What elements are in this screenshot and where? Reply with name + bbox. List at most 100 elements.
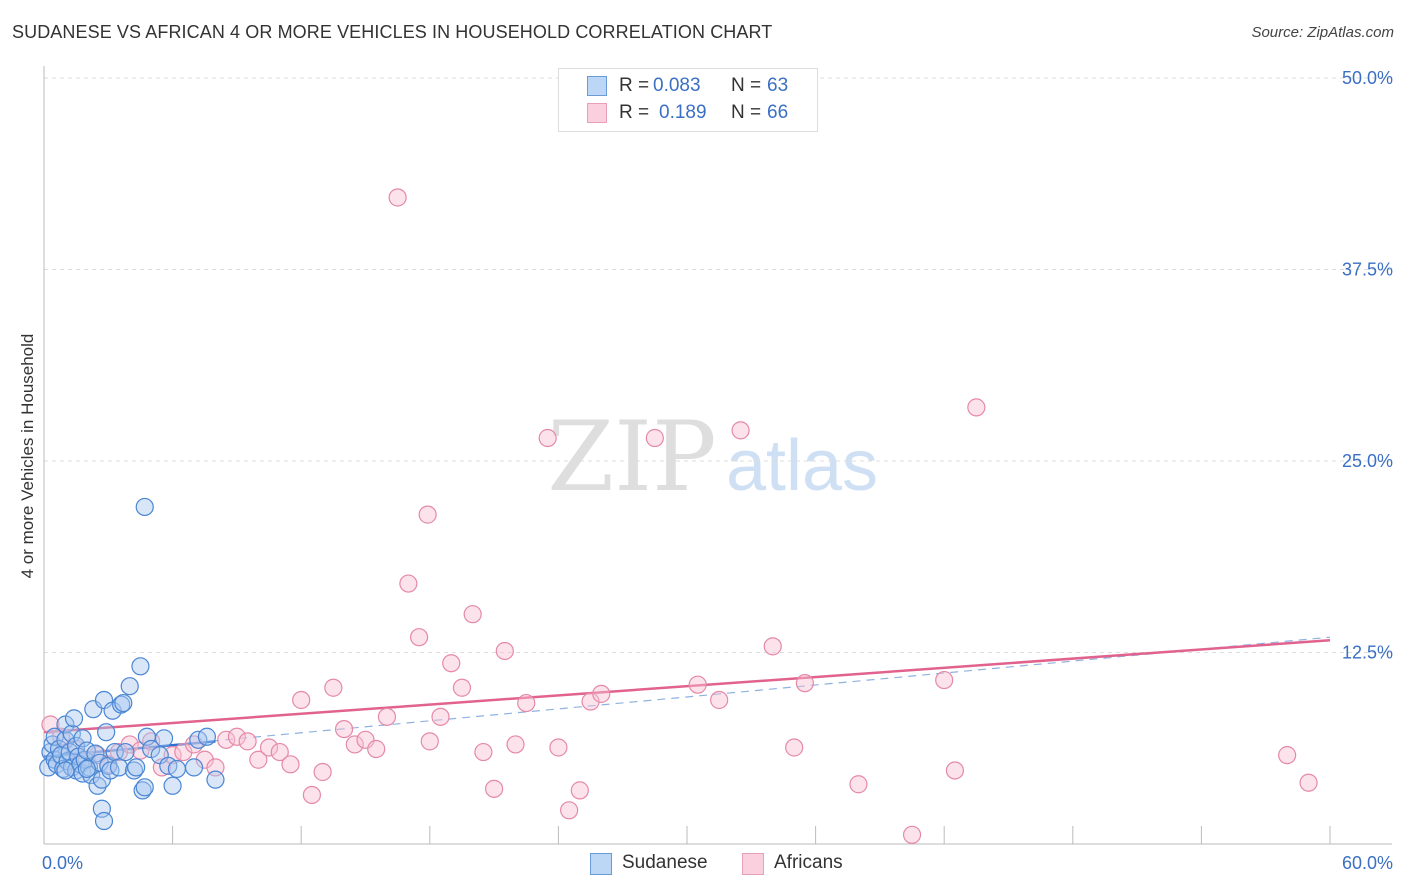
africans-point [495,641,514,661]
x-tick-label: 60.0% [1342,853,1393,873]
africans-point [418,505,437,524]
y-tick-label: 12.5% [1342,643,1393,663]
africans-point [163,746,182,765]
africans-point [1278,746,1297,765]
africans-point [902,825,922,844]
y-tick-label: 25.0% [1342,451,1393,471]
africans-point [549,738,568,757]
africans-point [431,707,450,726]
sudanese-point [206,770,225,789]
africans-point [420,732,439,751]
africans-point [292,690,311,710]
africans-point [945,761,965,780]
africans-point [388,188,407,207]
sudanese-point [197,727,216,746]
africans-point [442,654,461,673]
bottom-legend-label-sudanese: Sudanese [622,852,708,873]
africans-point [485,779,504,798]
africans-trend-line [43,638,1331,734]
africans-point [313,762,332,782]
africans-point [249,750,268,769]
africans-point [238,732,257,751]
africans-point [281,755,300,774]
sudanese-point [114,693,133,713]
africans-point [645,428,664,448]
africans-point [324,678,343,697]
africans-point [967,398,986,417]
legend-r-value-africans: 0.189 [659,102,707,123]
africans-point [538,428,557,448]
source-label: Source: ZipAtlas.com [1251,24,1394,41]
chart-title: SUDANESE VS AFRICAN 4 OR MORE VEHICLES I… [12,22,773,42]
axes [43,66,1392,845]
sudanese-point [97,723,116,742]
africans-point [474,742,493,762]
sudanese-point [184,758,204,777]
sudanese-point [86,744,105,763]
bottom-legend-label-africans: Africans [774,852,843,873]
legend-n-label: N = [731,75,762,96]
africans-point [302,785,322,805]
sudanese-point [131,657,150,676]
africans-point [399,574,418,593]
grid-lines [44,77,1392,653]
africans-point [367,739,386,759]
sudanese-point [133,781,152,800]
sudanese-point [154,729,174,748]
bottom-legend-swatch-africans [742,853,764,875]
tick-labels: 12.5% 25.0% 37.5% 50.0% 0.0% 60.0% [42,68,1393,873]
data-points [39,188,1318,844]
legend-r-label: R = [619,102,650,123]
legend-n-value-africans: 66 [767,102,789,123]
africans-point [795,674,814,693]
africans-point [935,670,954,690]
africans-point [227,727,246,746]
africans-point [506,735,525,754]
legend-n-value-sudanese: 63 [767,75,789,96]
africans-point [763,637,782,656]
sudanese-point [116,742,135,762]
sudanese-point [135,778,154,797]
sudanese-point [56,761,75,780]
y-tick-label: 50.0% [1342,68,1393,88]
sudanese-point [163,776,182,795]
sudanese-trend-extension [43,636,1331,758]
africans-point [409,628,429,647]
africans-point [259,738,279,757]
africans-point [688,675,707,694]
sudanese-point [77,759,96,779]
bottom-legend-swatch-sudanese [590,853,612,875]
africans-point [710,690,729,710]
africans-point [1299,773,1318,792]
sudanese-point [120,677,139,696]
africans-point [592,684,611,703]
y-tick-label: 37.5% [1342,260,1393,280]
sudanese-point [167,759,186,779]
sudanese-point [127,758,146,777]
africans-point [849,775,868,794]
africans-point [560,801,579,820]
legend-n-label: N = [731,102,762,123]
sudanese-point [109,758,129,777]
africans-point [334,719,354,739]
africans-point [785,738,804,757]
legend-swatch-sudanese [587,76,607,96]
africans-point [463,605,482,624]
africans-point [345,735,364,754]
sudanese-point [64,709,84,728]
legend-r-label: R = [619,75,650,96]
correlation-legend: R = 0.083 N = 63 R = 0.189 N = 66 [558,68,818,132]
sudanese-point [135,497,154,517]
watermark-atlas: atlas [726,426,878,506]
legend-swatch-africans [587,103,607,123]
africans-point [270,742,289,762]
africans-point [517,693,536,713]
x-tick-label: 0.0% [42,853,83,873]
africans-point [377,707,397,726]
africans-point [452,678,472,697]
sudanese-point [124,761,144,780]
legend-r-value-sudanese: 0.083 [653,75,701,96]
africans-point [570,781,589,800]
africans-point [217,730,236,749]
